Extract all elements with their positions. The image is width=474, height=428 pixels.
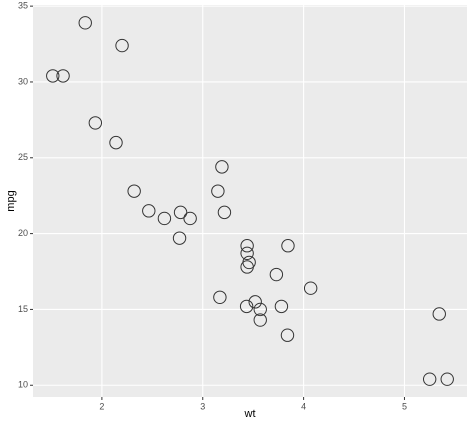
point (303, 281, 318, 295)
x-tick-label: 3 (200, 401, 205, 411)
point (78, 16, 92, 30)
point (211, 184, 225, 198)
y-axis-title: mpg (5, 190, 17, 211)
point (253, 302, 267, 317)
y-tick-label: 15 (18, 304, 28, 314)
point (46, 69, 60, 83)
point (440, 372, 454, 386)
point (213, 290, 227, 304)
point (56, 69, 70, 83)
point (115, 38, 129, 53)
x-tick-label: 4 (301, 401, 306, 411)
point (173, 205, 188, 220)
y-tick-label: 20 (18, 228, 28, 238)
point (248, 295, 262, 309)
point (274, 299, 289, 314)
point (127, 184, 141, 198)
point (240, 246, 254, 261)
point (172, 231, 187, 245)
point (157, 211, 172, 226)
point (142, 204, 156, 218)
point (109, 135, 123, 150)
point (240, 239, 254, 253)
x-tick-label: 2 (99, 401, 104, 411)
panel (33, 5, 467, 397)
point (240, 260, 254, 274)
y-tick-label: 25 (18, 152, 28, 162)
y-tick-label: 10 (18, 380, 28, 390)
point (432, 307, 446, 321)
point (253, 313, 267, 327)
point (280, 328, 295, 342)
point (88, 116, 103, 130)
point (422, 372, 437, 386)
y-tick-label: 30 (18, 76, 28, 86)
point (281, 239, 295, 253)
y-tick-label: 35 (18, 1, 28, 11)
point (215, 160, 229, 174)
point (217, 205, 232, 220)
x-axis-title: wt (244, 408, 256, 420)
point (269, 267, 284, 282)
x-tick-label: 5 (402, 401, 407, 411)
point (239, 299, 254, 314)
point (183, 211, 197, 226)
